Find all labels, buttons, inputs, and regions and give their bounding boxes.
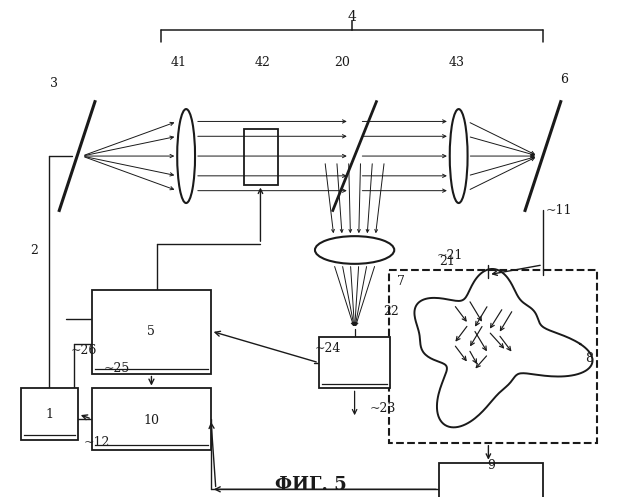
Text: 4: 4 <box>347 10 356 24</box>
Text: 43: 43 <box>449 56 465 68</box>
Text: 20: 20 <box>333 56 350 68</box>
Bar <box>20 388 78 440</box>
Ellipse shape <box>177 109 195 203</box>
Text: 2: 2 <box>30 244 39 256</box>
Text: 42: 42 <box>255 56 270 68</box>
Text: ~26: ~26 <box>70 344 96 358</box>
Text: 22: 22 <box>383 305 399 318</box>
Text: 6: 6 <box>560 74 568 86</box>
Bar <box>319 337 390 388</box>
Text: 8: 8 <box>586 352 594 366</box>
Text: ~12: ~12 <box>84 436 111 450</box>
Bar <box>439 462 543 500</box>
Text: ~24: ~24 <box>315 342 342 355</box>
Text: ФИГ. 5: ФИГ. 5 <box>275 476 347 494</box>
Text: 7: 7 <box>397 275 405 288</box>
Bar <box>389 270 597 443</box>
Text: 9: 9 <box>487 459 496 472</box>
Text: 5: 5 <box>148 324 155 338</box>
Text: ~23: ~23 <box>369 402 396 414</box>
Text: 41: 41 <box>170 56 186 68</box>
Text: ~11: ~11 <box>546 204 573 217</box>
Bar <box>92 388 211 450</box>
Ellipse shape <box>315 236 394 264</box>
Text: 21: 21 <box>439 256 455 268</box>
Text: 1: 1 <box>45 408 53 420</box>
Bar <box>243 130 278 184</box>
Ellipse shape <box>450 109 468 203</box>
Bar <box>92 290 211 374</box>
Text: ~21: ~21 <box>437 250 463 262</box>
Text: 10: 10 <box>143 414 160 426</box>
Text: ~25: ~25 <box>104 362 130 375</box>
Text: 3: 3 <box>50 78 58 90</box>
